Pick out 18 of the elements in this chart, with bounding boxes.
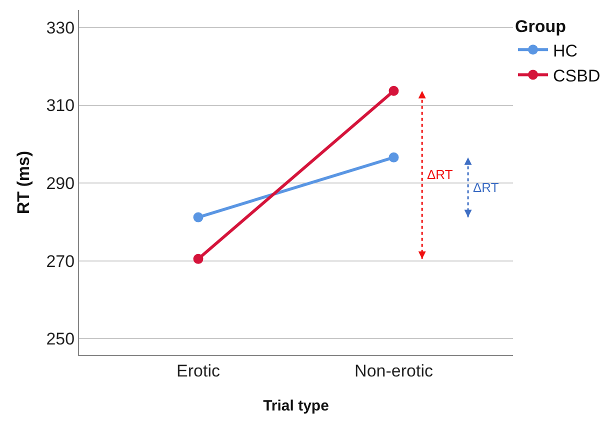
x-axis-title: Trial type xyxy=(263,397,329,414)
annotation: ΔRT xyxy=(427,167,453,182)
x-tick-label: Non-erotic xyxy=(354,361,434,380)
y-tick-label: 310 xyxy=(46,96,75,116)
point xyxy=(388,152,399,162)
y-tick-label: 250 xyxy=(46,330,75,349)
point xyxy=(193,254,204,264)
y-tick-label: 330 xyxy=(46,18,75,38)
y-tick-label: 290 xyxy=(46,174,75,194)
y-tick-label: 270 xyxy=(46,252,75,271)
legend-title: Group xyxy=(515,17,566,36)
legend-label: CSBD xyxy=(553,66,600,86)
annotation: ΔRT xyxy=(473,180,499,195)
x-tick-label: Erotic xyxy=(176,361,220,380)
point xyxy=(388,86,399,96)
y-axis-title: RT (ms) xyxy=(14,150,33,214)
point xyxy=(193,212,204,222)
legend-label: HC xyxy=(553,41,578,60)
